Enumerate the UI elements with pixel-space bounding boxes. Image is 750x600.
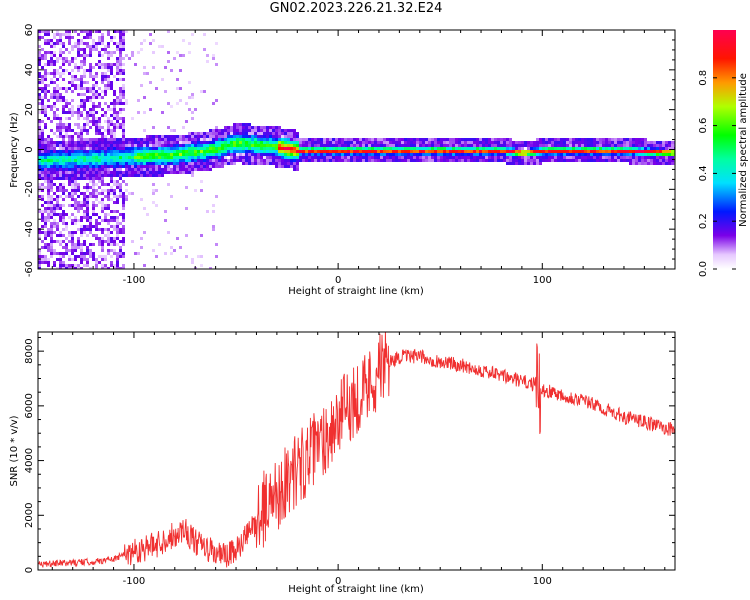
- spectrogram-x-tick-label: -100: [123, 275, 146, 286]
- snr-y-tick-label: 6000: [24, 393, 35, 418]
- spectrogram-x-axis-label: Height of straight line (km): [288, 286, 424, 297]
- snr-x-axis-label: Height of straight line (km): [288, 584, 424, 595]
- spectrogram-panel: -100 0 100 -60 -40 -20 0 20 40 60 Height of strai…: [9, 24, 676, 297]
- snr-x-tick-label: 0: [335, 576, 341, 587]
- colorbar-gradient: [713, 30, 736, 269]
- spectrogram-y-tick-label: -60: [24, 261, 35, 277]
- spectrogram-heatmap: [38, 30, 675, 269]
- page-title: GN02.2023.226.21.32.E24: [269, 1, 443, 16]
- snr-y-tick-label: 2000: [24, 503, 35, 528]
- spectrogram-y-tick-label: 60: [24, 24, 35, 37]
- snr-y-axis-label: SNR (10 * v/v): [9, 415, 20, 486]
- snr-series-line: [38, 332, 675, 568]
- spectrogram-y-tick-label: 0: [24, 146, 35, 152]
- colorbar-tick-label: 0.2: [698, 213, 709, 229]
- colorbar: 0.0 0.2 0.4 0.6 0.8 Normalized spectral ampl…: [698, 30, 749, 277]
- spectrogram-y-tick-label: -20: [24, 181, 35, 197]
- snr-x-tick-label: -100: [123, 576, 146, 587]
- spectrogram-x-tick-label: 0: [335, 275, 341, 286]
- colorbar-label: Normalized spectral amplitude: [738, 73, 749, 227]
- colorbar-tick-label: 0.6: [698, 118, 709, 134]
- spectrogram-y-tick-label: 20: [24, 103, 35, 116]
- snr-y-tick-label: 0: [24, 567, 35, 573]
- spectrogram-y-tick-label: -40: [24, 221, 35, 237]
- snr-y-tick-label: 4000: [24, 448, 35, 473]
- colorbar-tick-label: 0.8: [698, 70, 709, 86]
- colorbar-tick-label: 0.0: [698, 261, 709, 277]
- spectrogram-y-tick-label: 40: [24, 63, 35, 76]
- colorbar-tick-label: 0.4: [698, 165, 709, 181]
- snr-x-tick-label: 100: [533, 576, 552, 587]
- spectrogram-x-tick-label: 100: [533, 275, 552, 286]
- snr-y-tick-label: 8000: [24, 338, 35, 363]
- snr-frame: [37, 331, 676, 571]
- spectrogram-y-axis-label: Frequency (Hz): [9, 112, 20, 188]
